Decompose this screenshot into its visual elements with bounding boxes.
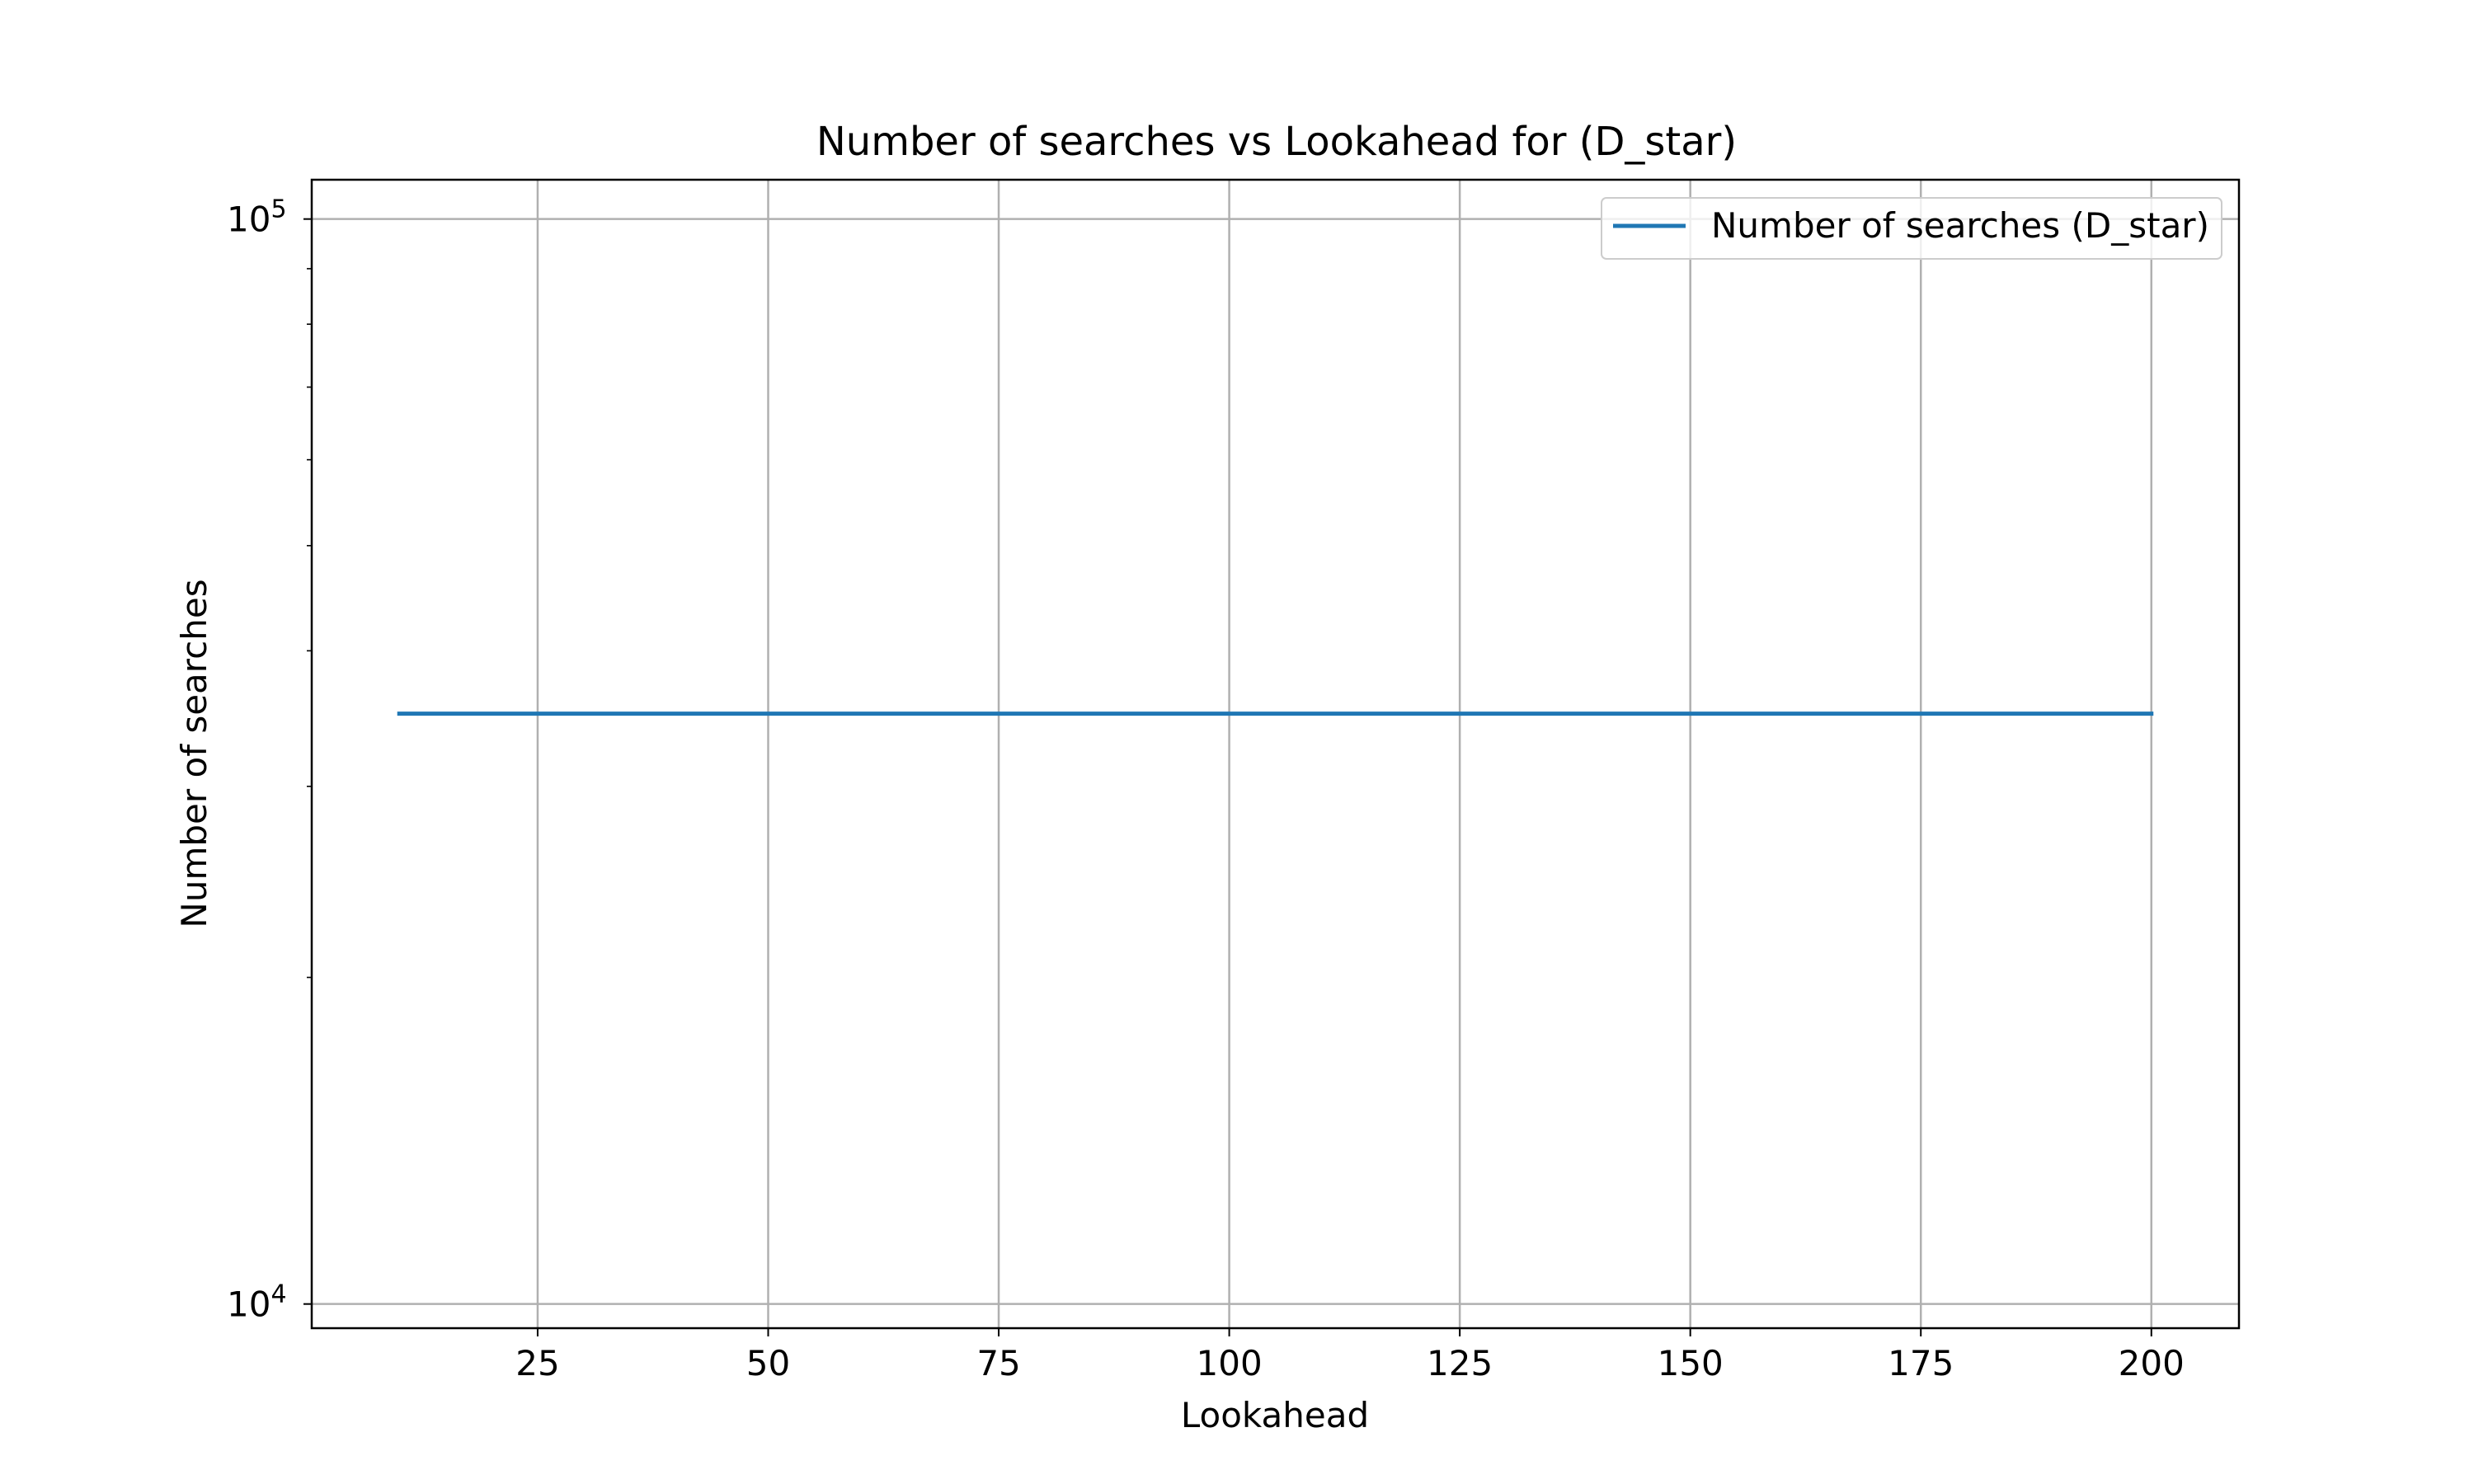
legend-box bbox=[1601, 197, 2222, 260]
legend: Number of searches (D_star) bbox=[1601, 197, 2222, 260]
y-tick-label: 105 bbox=[227, 195, 287, 240]
x-tick-label: 125 bbox=[1427, 1343, 1493, 1383]
chart-title: Number of searches vs Lookahead for (D_s… bbox=[816, 119, 1737, 165]
y-tick-base: 10 bbox=[227, 200, 270, 240]
x-tick-label: 200 bbox=[2119, 1343, 2185, 1383]
x-tick-label: 175 bbox=[1888, 1343, 1954, 1383]
y-tick-exponent: 5 bbox=[270, 195, 286, 224]
plot-background bbox=[312, 180, 2239, 1328]
x-tick-label: 50 bbox=[746, 1343, 790, 1383]
y-tick-base: 10 bbox=[227, 1284, 270, 1325]
x-tick-label: 25 bbox=[515, 1343, 559, 1383]
x-axis-label: Lookahead bbox=[1181, 1395, 1369, 1435]
x-tick-label: 150 bbox=[1658, 1343, 1724, 1383]
y-tick-exponent: 4 bbox=[270, 1280, 286, 1309]
x-axis: 25 50 75 100 125 150 175 200 bbox=[515, 1328, 2185, 1383]
y-axis-label: Number of searches bbox=[174, 579, 214, 928]
plot-frame bbox=[310, 178, 2241, 1330]
x-tick-label: 100 bbox=[1197, 1343, 1263, 1383]
x-tick-label: 75 bbox=[976, 1343, 1020, 1383]
legend-label: Number of searches (D_star) bbox=[1711, 205, 2209, 246]
y-tick-label: 104 bbox=[227, 1280, 287, 1325]
